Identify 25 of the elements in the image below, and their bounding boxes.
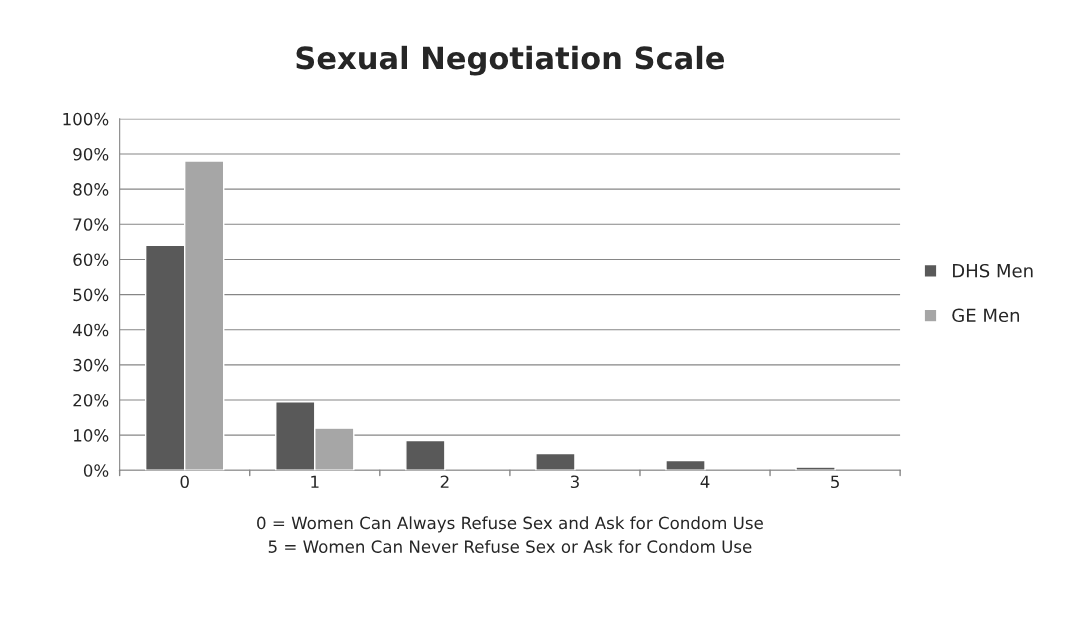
legend-label: GE Men [952,308,1019,323]
y-tick-label: 100% [63,112,109,126]
x-tick-label: 5 [831,475,839,489]
x-tick-label: 3 [570,475,579,489]
x-tick-label: 1 [311,475,319,488]
x-axis-title: 0 = Women Can Always Refuse Sex and Ask for Condom Use 5 = Women Can Never Refuse Sex or Ask for Condom Use [257,516,763,553]
x-tick-label: 4 [700,475,710,488]
y-tick-label: 50% [73,288,109,302]
bar [795,466,836,471]
legend-label: DHS Men [953,263,1033,278]
bar [665,459,706,471]
bar [405,439,446,471]
bar [535,452,576,471]
y-tick-label: 20% [73,393,109,407]
y-tick-label: 60% [73,253,109,266]
y-tick-label: 70% [73,218,109,231]
y-tick-label: 40% [73,323,109,337]
y-tick-label: 0% [83,464,109,477]
y-tick-label: 90% [73,147,109,161]
chart-title: Sexual Negotiation Scale [296,45,724,76]
y-tick-label: 80% [73,183,109,196]
x-tick-label: 0 [180,475,189,489]
x-tick-label: 2 [440,475,449,488]
y-tick-label: 10% [74,429,109,442]
y-tick-label: 30% [73,358,109,372]
